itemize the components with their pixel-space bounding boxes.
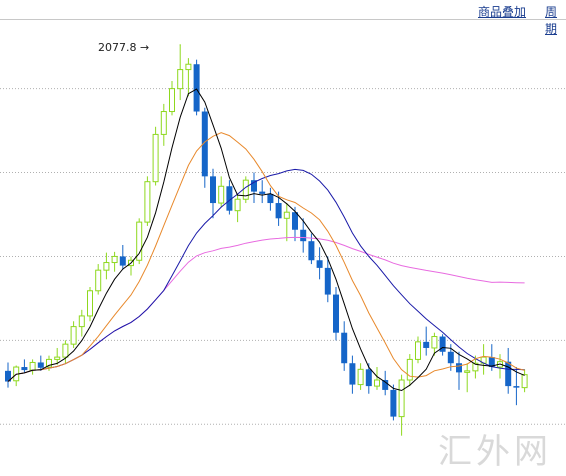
candle-body-up [431, 336, 438, 349]
candle-body-down [259, 191, 266, 194]
candle-body-down [275, 203, 282, 219]
candle-body-down [423, 341, 430, 348]
header-divider [0, 19, 566, 20]
candle-body-down [267, 193, 274, 204]
candle-body-up [70, 326, 77, 345]
candle-body-up [46, 358, 52, 368]
candle-body-down [251, 180, 257, 192]
candle-body-up [29, 361, 36, 371]
candle-body-up [234, 198, 241, 212]
candle-body-down [226, 186, 233, 211]
candle-body-down [300, 229, 307, 242]
candle-body-up [95, 269, 102, 292]
ma60-line [7, 236, 525, 382]
ma5-line [7, 88, 525, 392]
candle-body-down [447, 351, 454, 364]
candle-body-up [177, 69, 184, 90]
candle-body-down [439, 336, 446, 352]
candle-body-up [160, 111, 167, 135]
candle-body-up [374, 379, 380, 387]
candle-body-down [349, 363, 356, 385]
candle-body-down [382, 380, 389, 390]
peak-price-label: 2077.8 → [98, 41, 150, 54]
candle-body-up [62, 343, 69, 358]
candle-body-down [308, 241, 315, 261]
candle-body-up [87, 290, 93, 317]
candle-body-up [78, 315, 85, 328]
candle-body-down [488, 357, 495, 368]
candle-body-down [5, 370, 11, 382]
candle-body-down [513, 386, 520, 388]
candle-body-down [37, 362, 44, 368]
candle-body-up [357, 368, 364, 386]
candle-body-down [292, 212, 298, 230]
candle-body-up [144, 181, 151, 223]
candle-body-down [210, 176, 216, 204]
period-link[interactable]: 周期 [545, 5, 558, 36]
candle-body-down [456, 363, 462, 373]
candle-body-up [152, 133, 159, 183]
candle-body-up [398, 379, 405, 418]
candle-body-down [119, 256, 126, 266]
candle-body-down [341, 332, 348, 364]
watermark: 汇外网 [438, 432, 552, 472]
candle-body-down [21, 367, 28, 371]
ma10-line [7, 132, 525, 382]
candle-body-up [521, 374, 528, 389]
candle-body-down [193, 64, 200, 112]
candle-body-up [218, 185, 225, 204]
candle-body-up [415, 341, 421, 360]
candle-body-up [54, 356, 61, 360]
candle-body-down [324, 267, 331, 295]
candle-body-up [283, 211, 290, 219]
candle-body-up [472, 362, 479, 372]
candle-body-down [505, 361, 512, 387]
candle-body-up [111, 255, 118, 264]
ma20-line [7, 168, 525, 382]
candle-body-down [201, 111, 208, 177]
overlay-commodity-link[interactable]: 商品叠加 [478, 5, 527, 19]
candle-body-down [333, 294, 339, 333]
candle-body-down [390, 389, 397, 417]
candle-body-up [103, 262, 110, 271]
candle-body-down [365, 369, 372, 387]
candle-body-up [136, 221, 143, 261]
candle-body-up [169, 88, 175, 113]
candle-body-up [185, 63, 192, 71]
candle-body-down [316, 260, 323, 268]
candle-body-up [406, 358, 413, 381]
candle-body-up [464, 370, 471, 373]
